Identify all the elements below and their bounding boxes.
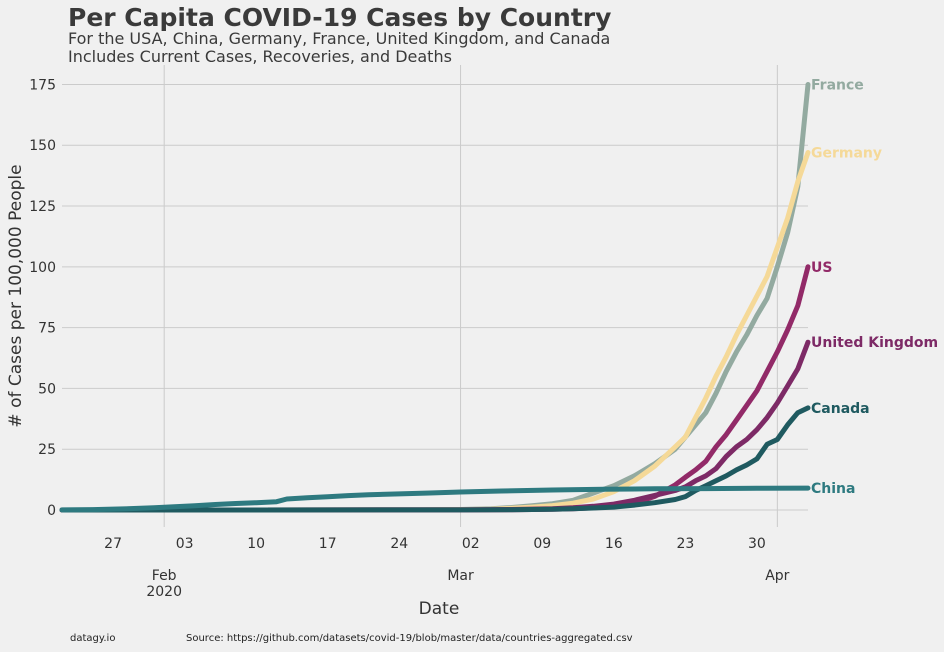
x-axis-label: Date xyxy=(419,599,460,619)
x-tick-label: 30 xyxy=(748,536,766,552)
x-major-tick-sublabel: 2020 xyxy=(146,584,182,600)
x-tick-label: 10 xyxy=(247,536,265,552)
x-tick-label: 02 xyxy=(462,536,480,552)
series-label-germany: Germany xyxy=(811,146,882,162)
series-label-china: China xyxy=(811,481,855,497)
y-axis-label: # of Cases per 100,000 People xyxy=(6,164,26,427)
series-label-united-kingdom: United Kingdom xyxy=(811,335,938,351)
y-tick-label: 25 xyxy=(38,442,56,458)
x-tick-label: 09 xyxy=(533,536,551,552)
x-tick-label: 03 xyxy=(176,536,194,552)
footer-credit: datagy.io xyxy=(70,633,116,644)
y-tick-label: 100 xyxy=(29,260,56,276)
chart-subtitle-line-2: Includes Current Cases, Recoveries, and … xyxy=(68,47,452,66)
x-tick-label: 23 xyxy=(676,536,694,552)
x-major-tick-label: Apr xyxy=(765,568,789,584)
chart-title: Per Capita COVID-19 Cases by Country xyxy=(68,3,612,32)
footer-source: Source: https://github.com/datasets/covi… xyxy=(186,633,633,644)
series-label-france: France xyxy=(811,77,864,93)
chart-subtitle-line-1: For the USA, China, Germany, France, Uni… xyxy=(68,29,611,48)
x-tick-label: 17 xyxy=(319,536,337,552)
y-tick-label: 0 xyxy=(47,503,56,519)
series-label-us: US xyxy=(811,260,832,276)
x-major-tick-label: Feb xyxy=(152,568,177,584)
x-major-tick-label: Mar xyxy=(447,568,474,584)
y-tick-label: 125 xyxy=(29,199,56,215)
y-tick-label: 175 xyxy=(29,77,56,93)
x-tick-label: 24 xyxy=(390,536,408,552)
x-tick-label: 16 xyxy=(605,536,623,552)
x-tick-label: 27 xyxy=(104,536,122,552)
series-label-canada: Canada xyxy=(811,401,870,417)
series-line-china xyxy=(59,485,811,513)
y-tick-label: 150 xyxy=(29,138,56,154)
y-tick-label: 75 xyxy=(38,321,56,337)
y-tick-label: 50 xyxy=(38,381,56,397)
series-line-france xyxy=(59,82,811,513)
